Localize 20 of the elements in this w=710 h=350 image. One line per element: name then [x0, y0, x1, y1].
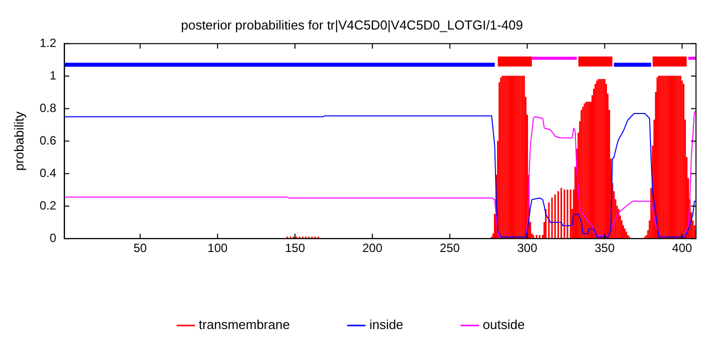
y-tick-label: 1.2: [40, 36, 57, 50]
legend-label: outside: [482, 317, 525, 332]
legend-label: inside: [369, 317, 404, 332]
x-tick-label: 250: [440, 241, 460, 256]
y-tick-label: 0.8: [40, 100, 57, 115]
y-tick-label: 0.6: [40, 133, 57, 148]
x-tick-label: 50: [133, 241, 148, 256]
x-tick-label: 400: [672, 241, 692, 256]
x-tick-label: 300: [517, 241, 538, 256]
y-tick-label: 1: [50, 68, 57, 82]
y-tick-label: 0.2: [40, 198, 57, 212]
y-tick-label: 0.4: [40, 166, 57, 180]
y-axis-title: probability: [11, 110, 26, 171]
chart-title: posterior probabilities for tr|V4C5D0|V4C5D0_LOTGI/1-409: [180, 17, 524, 32]
legend-label: transmembrane: [198, 317, 290, 332]
x-tick-label: 100: [208, 241, 228, 256]
y-tick-label: 0: [50, 230, 57, 245]
x-tick-label: 150: [284, 241, 306, 256]
x-tick-label: 350: [594, 241, 615, 256]
x-tick-label: 200: [362, 241, 383, 256]
